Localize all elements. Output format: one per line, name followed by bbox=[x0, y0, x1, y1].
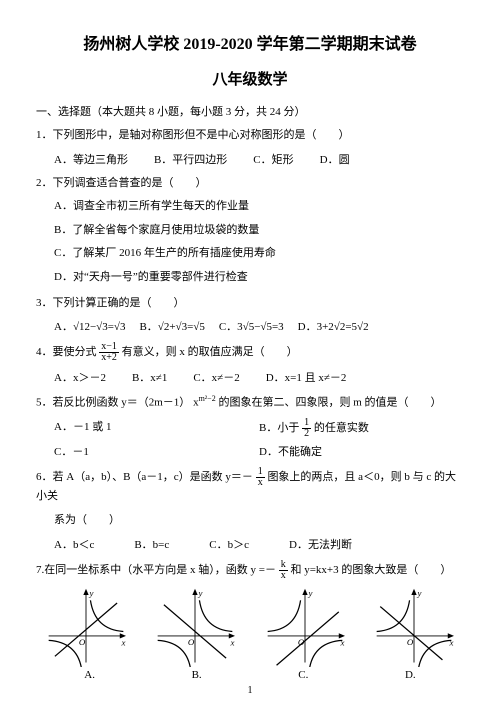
q4-options: A．x＞－2 B．x≠1 C．x≠－2 D．x=1 且 x≠－2 bbox=[54, 369, 464, 385]
svg-text:x: x bbox=[449, 637, 454, 647]
page-number: 1 bbox=[36, 685, 464, 696]
q6-frac-den: x bbox=[256, 478, 265, 488]
q4-opt-a: A．x＞－2 bbox=[54, 369, 106, 385]
graph-c: y x O bbox=[259, 587, 351, 667]
svg-text:x: x bbox=[121, 637, 126, 647]
q1-opt-d: D．圆 bbox=[320, 151, 350, 167]
q2-opt-b: B．了解全省每个家庭月使用垃圾袋的数量 bbox=[54, 222, 444, 240]
q6-fraction: 1 x bbox=[256, 467, 265, 488]
q7-stem-pre: 7.在同一坐标系中（水平方向是 x 轴），函数 y =－ bbox=[36, 564, 276, 576]
q5-exp: m²−2 bbox=[199, 394, 216, 403]
q7-label-b: B. bbox=[192, 669, 202, 681]
q7-label-a: A. bbox=[84, 669, 95, 681]
q6-opt-c: C．b＞c bbox=[209, 536, 249, 552]
q7-graphs: y x O y x O bbox=[40, 587, 460, 667]
svg-text:y: y bbox=[307, 587, 312, 597]
q3-options: A．√12−√3=√3 B．√2+√3=√5 C．3√5−√5=3 D．3+2√… bbox=[54, 318, 464, 334]
q7-frac-num: k bbox=[279, 560, 288, 571]
q7-fraction: k x bbox=[279, 560, 288, 581]
svg-text:O: O bbox=[79, 636, 86, 646]
q2-opt-a: A．调查全市初三所有学生每天的作业量 bbox=[54, 198, 444, 216]
q4-opt-d: D．x=1 且 x≠－2 bbox=[266, 369, 347, 385]
q5-stem-pre: 5．若反比例函数 y＝（2m－1） bbox=[36, 397, 190, 409]
q5-stem: 5．若反比例函数 y＝（2m－1） xm²−2 的图象在第二、四象限，则 m 的… bbox=[36, 393, 464, 412]
q5-opt-b-pre: B．小于 bbox=[259, 422, 299, 434]
q6-stem-tail: 系为（ ） bbox=[54, 512, 464, 530]
q7-frac-den: x bbox=[279, 571, 288, 581]
q5-opt-c: C．－1 bbox=[54, 443, 259, 459]
svg-text:y: y bbox=[198, 587, 203, 597]
svg-text:O: O bbox=[188, 636, 195, 646]
page-title: 扬州树人学校 2019-2020 学年第二学期期末试卷 bbox=[36, 30, 464, 54]
q5-stem-tail: 的图象在第二、四象限，则 m 的值是（ ） bbox=[218, 397, 441, 409]
q6-options: A．b＜c B．b=c C．b＞c D．无法判断 bbox=[54, 536, 464, 552]
q2-opt-d: D．对“天舟一号”的重要零部件进行检查 bbox=[54, 269, 444, 287]
q5-options: A．－1 或 1 B．小于 1 2 的任意实数 C．－1 D．不能确定 bbox=[54, 418, 464, 459]
q1-opt-b: B．平行四边形 bbox=[154, 151, 227, 167]
q7-label-d: D. bbox=[405, 669, 416, 681]
svg-text:y: y bbox=[89, 587, 94, 597]
exam-page: 扬州树人学校 2019-2020 学年第二学期期末试卷 八年级数学 一、选择题（… bbox=[0, 0, 500, 706]
q3-opt-c: C．3√5−√5=3 bbox=[219, 318, 284, 334]
q7-stem-tail: 和 y=kx+3 的图象大致是（ ） bbox=[290, 564, 451, 576]
page-subtitle: 八年级数学 bbox=[36, 68, 464, 89]
q6-stem-pre: 6．若 A（a，b）、B（a－1，c）是函数 y＝－ bbox=[36, 471, 253, 483]
svg-text:x: x bbox=[339, 637, 344, 647]
q4-fraction: x−1 x+2 bbox=[99, 342, 119, 363]
graph-b: y x O bbox=[149, 587, 241, 667]
q5-opt-b-tail: 的任意实数 bbox=[314, 422, 369, 434]
q4-stem: 4．要使分式 x−1 x+2 有意义，则 x 的取值应满足（ ） bbox=[36, 342, 464, 363]
q4-opt-b: B．x≠1 bbox=[132, 369, 167, 385]
graph-d: y x O bbox=[368, 587, 460, 667]
q6-opt-b: B．b=c bbox=[134, 536, 169, 552]
q7-graph-labels: A. B. C. D. bbox=[36, 669, 464, 681]
q2-opt-c: C．了解某厂 2016 年生产的所有插座使用寿命 bbox=[54, 245, 444, 263]
graph-a: y x O bbox=[40, 587, 132, 667]
q1-options: A．等边三角形 B．平行四边形 C．矩形 D．圆 bbox=[54, 151, 464, 167]
q2-stem: 2．下列调查适合普查的是（ ） bbox=[36, 175, 464, 193]
q7-stem: 7.在同一坐标系中（水平方向是 x 轴），函数 y =－ k x 和 y=kx+… bbox=[36, 560, 464, 581]
q6-opt-d: D．无法判断 bbox=[289, 536, 352, 552]
q7-label-c: C. bbox=[298, 669, 308, 681]
q6-opt-a: A．b＜c bbox=[54, 536, 94, 552]
section-heading: 一、选择题（本大题共 8 小题，每小题 3 分，共 24 分） bbox=[36, 103, 464, 119]
svg-text:x: x bbox=[230, 637, 235, 647]
q4-frac-den: x+2 bbox=[99, 353, 119, 363]
q3-opt-d: D．3+2√2=5√2 bbox=[298, 318, 369, 334]
q5-b-frac-den: 2 bbox=[302, 429, 311, 439]
q3-opt-a: A．√12−√3=√3 bbox=[54, 318, 125, 334]
q2-options: A．调查全市初三所有学生每天的作业量 B．了解全省每个家庭月使用垃圾袋的数量 C… bbox=[54, 198, 464, 286]
q1-opt-c: C．矩形 bbox=[253, 151, 293, 167]
q5-opt-b-frac: 1 2 bbox=[302, 418, 311, 439]
q4-opt-c: C．x≠－2 bbox=[193, 369, 239, 385]
q5-opt-d: D．不能确定 bbox=[259, 443, 464, 459]
q5-opt-b: B．小于 1 2 的任意实数 bbox=[259, 418, 464, 439]
q5-opt-a: A．－1 或 1 bbox=[54, 418, 259, 439]
q3-stem: 3．下列计算正确的是（ ） bbox=[36, 295, 464, 313]
svg-text:O: O bbox=[407, 636, 414, 646]
svg-text:y: y bbox=[417, 587, 422, 597]
q1-opt-a: A．等边三角形 bbox=[54, 151, 128, 167]
q6-stem: 6．若 A（a，b）、B（a－1，c）是函数 y＝－ 1 x 图象上的两点，且 … bbox=[36, 467, 464, 506]
q4-stem-suffix: 有意义，则 x 的取值应满足（ ） bbox=[122, 346, 298, 358]
q4-stem-prefix: 4．要使分式 bbox=[36, 346, 97, 358]
q1-stem: 1．下列图形中，是轴对称图形但不是中心对称图形的是（ ） bbox=[36, 127, 464, 145]
q3-opt-b: B．√2+√3=√5 bbox=[139, 318, 204, 334]
